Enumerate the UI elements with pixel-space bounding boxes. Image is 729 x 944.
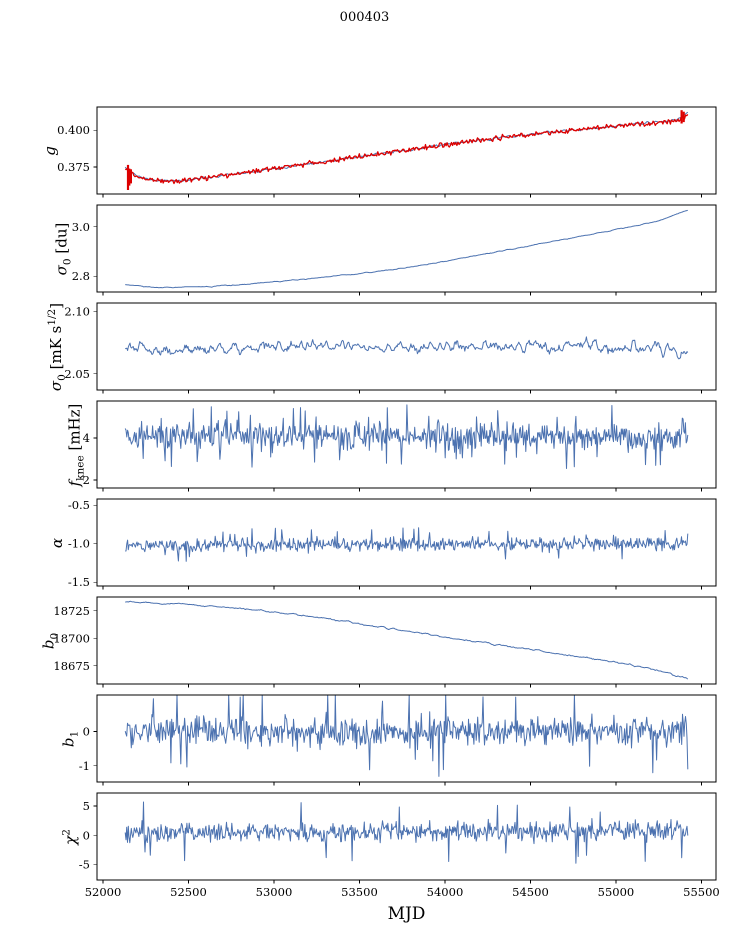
series-g-data (124, 113, 689, 185)
y-tick-label: 0 (83, 724, 90, 738)
y-tick-label: 0.400 (57, 123, 90, 137)
x-tick-label: 52000 (85, 885, 122, 899)
panel-sigma0-du: 2.8 3.0 (72, 204, 717, 296)
y-tick-label: 0.375 (57, 160, 90, 174)
y-tick-label: 3.0 (72, 220, 90, 234)
y-tick-label: 2.05 (64, 367, 90, 381)
y-tick-label: 2.10 (64, 305, 90, 319)
series-fknee (124, 404, 689, 469)
ylabel-b0: b0 (39, 632, 61, 649)
axes-frame (96, 204, 717, 293)
y-tick-label: 18725 (53, 604, 90, 618)
ylabel-sigma0-mk: σ0 [mK s1/2] (45, 302, 68, 391)
x-tick-label: 54500 (512, 885, 549, 899)
axes-frame (96, 498, 717, 587)
panel-alpha: -1.5 -1.0 -0.5 (68, 498, 717, 590)
ylabel-g: g (41, 145, 59, 156)
figure-title: 000403 (339, 10, 390, 25)
y-tick-label: -1.0 (68, 537, 90, 551)
panel-b1: -1 0 (79, 694, 717, 786)
y-tick-label: 2.8 (72, 269, 90, 283)
x-tick-label: 53500 (341, 885, 378, 899)
panel-b0: 18675 18700 18725 (53, 596, 717, 688)
series-sigma0-du (125, 209, 688, 289)
series-sigma0-mk (124, 336, 689, 360)
x-tick-label: 55500 (683, 885, 720, 899)
ylabel-chi2: χ2 (60, 828, 80, 845)
y-tick-label: 18675 (53, 659, 90, 673)
series-chi2 (124, 801, 689, 864)
y-tick-label: -0.5 (68, 498, 90, 512)
y-tick-label: 18700 (53, 631, 90, 645)
x-tick-label: 55000 (598, 885, 635, 899)
y-tick-label: -5 (79, 858, 90, 872)
axes-frame (96, 400, 717, 489)
x-tick-label: 53000 (256, 885, 293, 899)
series-b0 (125, 600, 689, 680)
series-b1 (124, 694, 689, 777)
series-g-fit (124, 111, 689, 183)
panel-fknee: 24 (83, 400, 717, 492)
y-tick-label: -1 (79, 759, 90, 773)
x-axis-label: MJD (387, 904, 426, 924)
y-tick-label: 2 (83, 473, 90, 487)
ylabel-sigma0-du: σ0 [du] (52, 222, 74, 275)
y-tick-label: -1.5 (68, 575, 90, 589)
axes-frame (96, 596, 717, 685)
ylabel-alpha: α (47, 537, 66, 548)
y-tick-label: 0 (83, 828, 90, 842)
x-tick-label: 52500 (170, 885, 207, 899)
axes-frame (96, 694, 717, 783)
axes-frame (96, 792, 717, 881)
series-alpha (125, 527, 689, 562)
panel-sigma0-mk: 2.05 2.10 (64, 302, 717, 394)
x-tick-label: 54000 (427, 885, 464, 899)
axes-frame (96, 106, 717, 195)
y-tick-label: 5 (83, 799, 90, 813)
ylabel-b1: b1 (59, 730, 81, 747)
y-tick-label: 4 (83, 431, 90, 445)
panel-chi2: -5 0 5 52000 52500 53000 53500 54000 54500 55000 5… (79, 792, 720, 899)
panel-g: 0.375 0.400 (57, 106, 717, 198)
ylabel-fknee: fknee [mHz] (65, 403, 87, 486)
axes-frame (96, 302, 717, 391)
